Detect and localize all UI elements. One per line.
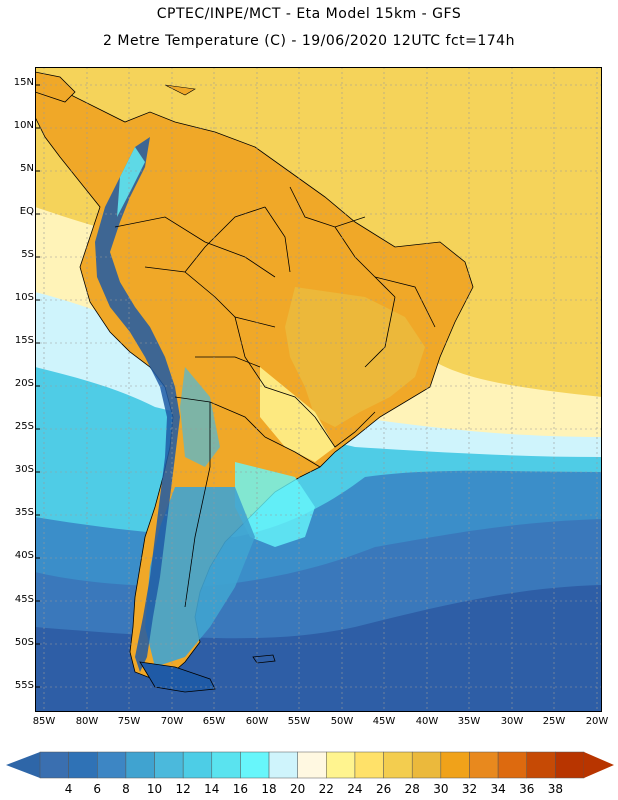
- colorbar-label: 12: [175, 782, 191, 796]
- colorbar-swatch: [68, 751, 98, 779]
- axis-ticks: [35, 84, 40, 688]
- lon-label: 65W: [202, 716, 226, 727]
- caribbean-island: [164, 84, 196, 96]
- border-line: [184, 402, 211, 608]
- lon-label: 25W: [542, 716, 566, 727]
- lon-label: 50W: [330, 716, 354, 727]
- colorbar-swatch: [354, 751, 384, 779]
- lon-label: 30W: [500, 716, 524, 727]
- temperature-colorbar: [6, 751, 614, 779]
- lon-label: 80W: [75, 716, 99, 727]
- uruguay-cool-zone: [235, 462, 315, 547]
- lat-label: 30S: [14, 464, 34, 475]
- colorbar-swatch: [125, 751, 155, 779]
- border-line: [364, 296, 396, 368]
- border-line: [264, 206, 291, 273]
- border-line: [289, 186, 366, 228]
- lat-label: 20S: [14, 378, 34, 389]
- lat-label: 15S: [14, 335, 34, 346]
- border-line: [374, 276, 436, 328]
- colorbar-boxes: [39, 751, 585, 779]
- lon-label: 60W: [245, 716, 269, 727]
- colorbar-swatch: [240, 751, 270, 779]
- lat-label: 5S: [21, 249, 34, 260]
- colorbar-swatch: [268, 751, 298, 779]
- southern-brazil-mild-zone: [260, 367, 335, 462]
- lat-label: 55S: [14, 680, 34, 691]
- colorbar-label: 26: [375, 782, 392, 796]
- andes-cold-strip: [95, 137, 180, 672]
- lat-label: 40S: [14, 550, 34, 561]
- lat-label: 25S: [14, 421, 34, 432]
- central-america-land: [35, 71, 76, 103]
- lon-label: 45W: [372, 716, 396, 727]
- colorbar-label: 38: [547, 782, 563, 796]
- colorbar-swatch: [411, 751, 442, 779]
- colorbar-over-arrow: [584, 752, 614, 778]
- colorbar-label: 18: [261, 782, 277, 796]
- lat-label: 10N: [13, 120, 34, 131]
- colorbar-swatch: [182, 751, 213, 779]
- colorbar-label: 22: [318, 782, 334, 796]
- map-title-line-2: 2 Metre Temperature (C) - 19/06/2020 12U…: [103, 33, 515, 49]
- lat-label: 10S: [14, 292, 34, 303]
- lat-label: 45S: [14, 594, 34, 605]
- colorbar-label: 32: [461, 782, 478, 796]
- colorbar-swatch: [39, 751, 69, 779]
- border-line: [144, 266, 276, 328]
- colorbar-swatch: [326, 751, 356, 779]
- colorbar-under-arrow: [6, 752, 40, 778]
- northern-andes-cool: [117, 147, 145, 217]
- border-line: [184, 206, 266, 273]
- border-line: [114, 216, 276, 278]
- border-line: [264, 436, 321, 468]
- colorbar-label: 4: [64, 782, 73, 796]
- colorbar-label: 10: [146, 782, 163, 796]
- colorbar-label: 20: [290, 782, 306, 796]
- map-title-line-1: CPTEC/INPE/MCT - Eta Model 15km - GFS: [156, 6, 462, 22]
- border-line: [195, 356, 261, 368]
- colorbar-label: 8: [122, 782, 130, 796]
- colorbar-label: 34: [490, 782, 506, 796]
- lon-label: 20W: [585, 716, 609, 727]
- lat-label: 5N: [20, 163, 34, 174]
- colorbar-label: 28: [404, 782, 420, 796]
- border-line: [174, 396, 266, 438]
- lon-label: 55W: [287, 716, 311, 727]
- colorbar-label: 16: [232, 782, 249, 796]
- colorbar-label: 36: [519, 782, 535, 796]
- map-frame: [35, 67, 602, 712]
- colorbar-swatch: [297, 751, 327, 779]
- colorbar-label: 24: [347, 782, 363, 796]
- lon-label: 70W: [160, 716, 184, 727]
- lat-label: 15N: [13, 77, 34, 88]
- colorbar-swatch: [526, 751, 556, 779]
- lon-label: 40W: [415, 716, 439, 727]
- colorbar-swatch: [469, 751, 499, 779]
- border-line: [334, 226, 396, 298]
- colorbar-label: 6: [93, 782, 102, 796]
- colorbar-swatch: [383, 751, 413, 779]
- colorbar-swatch: [211, 751, 241, 779]
- colorbar-swatch: [440, 751, 470, 779]
- colorbar-swatch: [154, 751, 184, 779]
- colorbar-swatch: [497, 751, 527, 779]
- border-line: [314, 411, 376, 448]
- country-borders: [114, 186, 436, 608]
- colorbar-label: 14: [204, 782, 220, 796]
- colorbar-swatch: [555, 751, 585, 779]
- lon-label: 35W: [457, 716, 481, 727]
- colorbar-swatch: [97, 751, 127, 779]
- colorbar-label: 30: [433, 782, 449, 796]
- border-line: [234, 316, 316, 418]
- lon-label: 85W: [32, 716, 56, 727]
- lat-label: EQ: [19, 206, 34, 217]
- lat-label: 35S: [14, 507, 34, 518]
- lat-label: 50S: [14, 637, 34, 648]
- falkland-islands: [252, 654, 276, 664]
- lon-label: 75W: [117, 716, 141, 727]
- temperature-map: [35, 67, 602, 712]
- patagonia-cold-zone: [145, 487, 255, 667]
